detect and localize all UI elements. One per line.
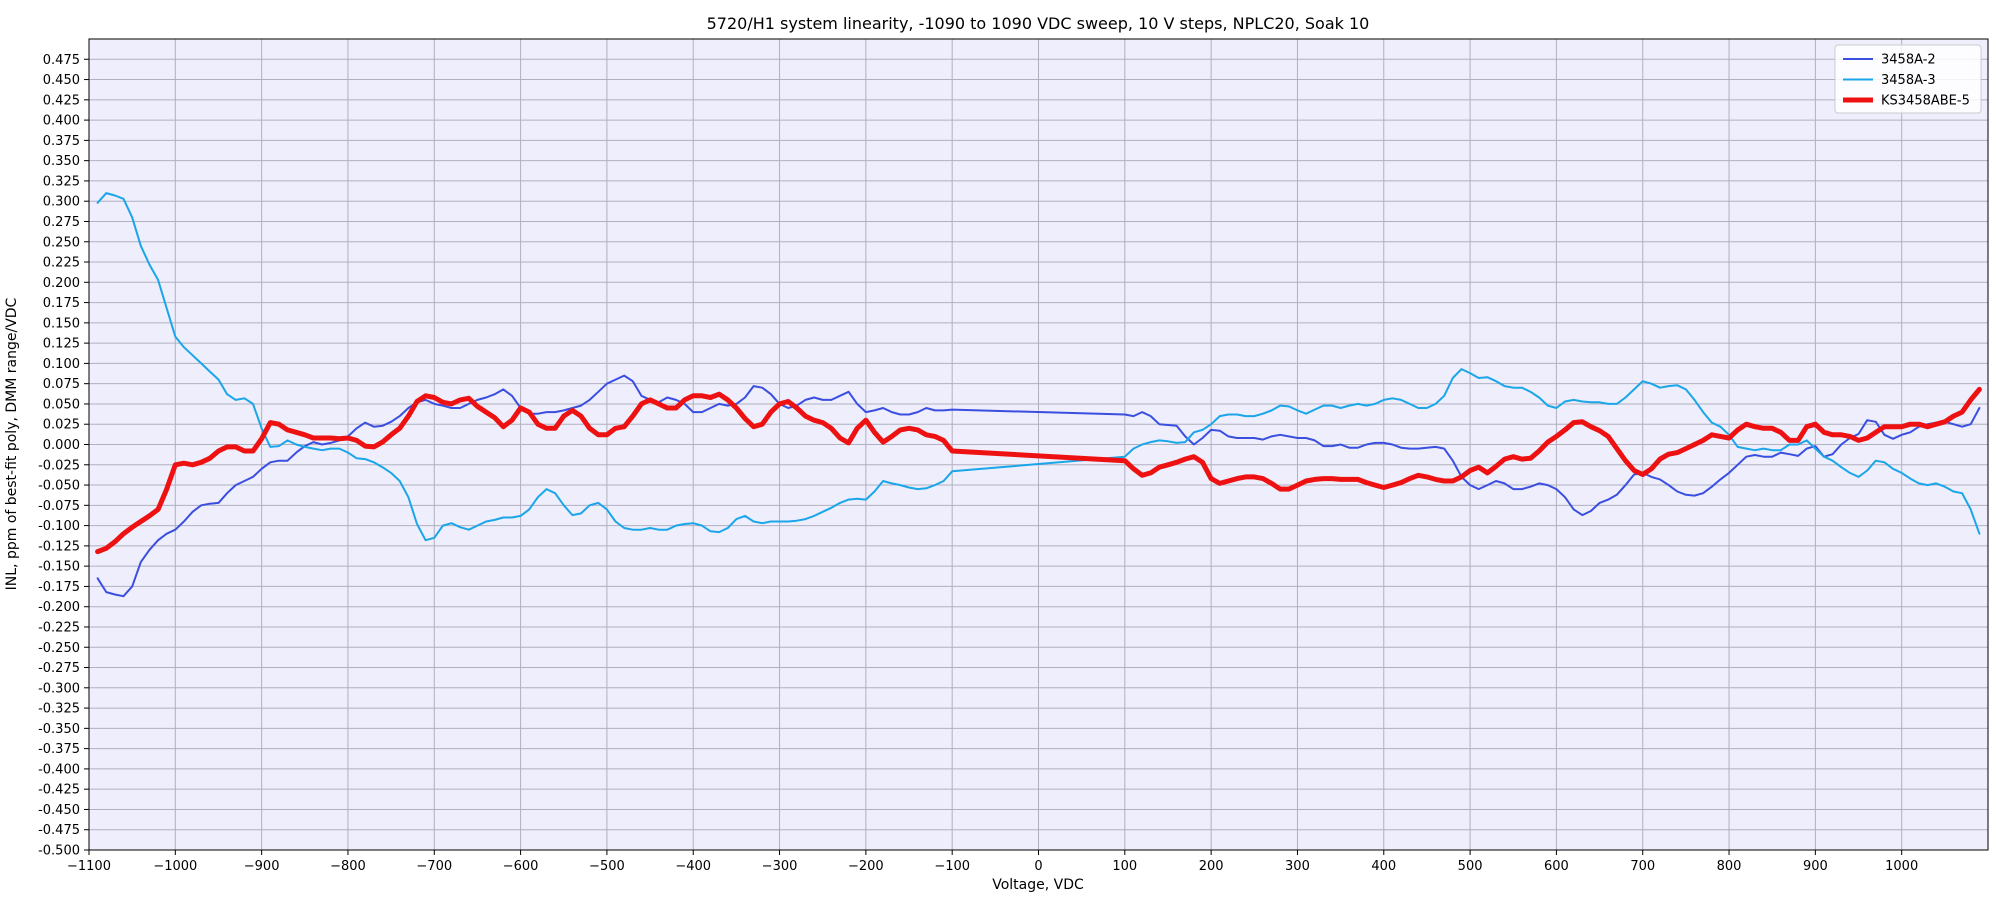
y-tick-label: -0.100 xyxy=(38,519,80,534)
y-tick-label: -0.050 xyxy=(38,479,80,494)
y-tick-label: -0.325 xyxy=(38,702,80,717)
x-tick-label: 1000 xyxy=(1885,859,1918,874)
x-tick-label: 500 xyxy=(1458,859,1483,874)
x-tick-label: −600 xyxy=(503,859,539,874)
x-tick-label: 900 xyxy=(1803,859,1828,874)
legend: 3458A-2 3458A-3 KS3458ABE-5 xyxy=(1834,44,1982,114)
y-tick-label: 0.450 xyxy=(43,73,80,88)
x-tick-label: −400 xyxy=(675,859,711,874)
x-tick-label: 400 xyxy=(1371,859,1396,874)
y-tick-label: 0.250 xyxy=(43,235,80,250)
y-tick-label: 0.375 xyxy=(43,134,80,149)
x-tick-label: 100 xyxy=(1112,859,1137,874)
y-tick-label: -0.250 xyxy=(38,641,80,656)
y-tick-label: 0.100 xyxy=(43,357,80,372)
y-tick-label: -0.175 xyxy=(38,580,80,595)
x-tick-label: −200 xyxy=(848,859,884,874)
x-tick-label: 600 xyxy=(1544,859,1569,874)
chart-title: 5720/H1 system linearity, -1090 to 1090 … xyxy=(707,14,1370,33)
y-axis: -0.500 -0.475 -0.450 -0.425 -0.400 -0.375 -0.3… xyxy=(38,53,89,859)
y-tick-label: -0.300 xyxy=(38,681,80,696)
plot-frame xyxy=(88,38,1989,851)
y-tick-label: 0.150 xyxy=(43,316,80,331)
y-tick-label: -0.425 xyxy=(38,783,80,798)
y-tick-label: 0.475 xyxy=(43,53,80,68)
y-tick-label: -0.500 xyxy=(38,844,80,859)
x-tick-label: −1000 xyxy=(153,859,197,874)
x-tick-label: −300 xyxy=(762,859,798,874)
y-tick-label: -0.150 xyxy=(38,560,80,575)
x-axis-title: Voltage, VDC xyxy=(992,877,1084,893)
y-tick-label: 0.400 xyxy=(43,114,80,129)
series-layer xyxy=(95,192,1982,598)
y-tick-label: -0.275 xyxy=(38,661,80,676)
y-tick-label: 0.125 xyxy=(43,337,80,352)
x-tick-label: 800 xyxy=(1717,859,1742,874)
x-tick-label: 700 xyxy=(1630,859,1655,874)
series-line-3 xyxy=(95,386,1982,555)
x-tick-label: −1100 xyxy=(67,859,111,874)
x-tick-label: −800 xyxy=(330,859,366,874)
y-tick-label: -0.475 xyxy=(38,823,80,838)
series-line-2 xyxy=(96,192,1981,542)
y-tick-label: -0.200 xyxy=(38,600,80,615)
x-tick-label: 0 xyxy=(1034,859,1042,874)
y-tick-label: -0.125 xyxy=(38,539,80,554)
y-tick-label: 0.350 xyxy=(43,154,80,169)
y-tick-label: 0.300 xyxy=(43,195,80,210)
y-tick-label: -0.350 xyxy=(38,722,80,737)
y-tick-label: -0.375 xyxy=(38,742,80,757)
x-axis: −1100 −1000 −900 −800 −700 −600 −500 −400 −300 −2… xyxy=(67,850,1918,874)
legend-label-3: KS3458ABE-5 xyxy=(1881,94,1970,109)
y-axis-title: INL, ppm of best-fit poly, DMM range/VDC xyxy=(4,297,20,590)
y-tick-label: -0.025 xyxy=(38,458,80,473)
y-tick-label: 0.325 xyxy=(43,174,80,189)
legend-label-2: 3458A-3 xyxy=(1881,73,1936,88)
x-tick-label: 200 xyxy=(1199,859,1224,874)
y-tick-label: 0.225 xyxy=(43,256,80,271)
grid-lines xyxy=(88,39,1988,851)
y-tick-label: -0.400 xyxy=(38,762,80,777)
y-tick-label: 0.200 xyxy=(43,276,80,291)
series-line-1 xyxy=(96,374,1981,598)
y-tick-label: 0.050 xyxy=(43,397,80,412)
y-tick-label: 0.025 xyxy=(43,418,80,433)
legend-box xyxy=(1834,44,1982,114)
y-tick-label: 0.425 xyxy=(43,93,80,108)
x-tick-label: −500 xyxy=(589,859,625,874)
x-tick-label: −100 xyxy=(934,859,970,874)
y-tick-label: 0.075 xyxy=(43,377,80,392)
y-tick-label: 0.000 xyxy=(43,438,80,453)
y-tick-label: -0.225 xyxy=(38,620,80,635)
y-tick-label: 0.275 xyxy=(43,215,80,230)
x-tick-label: 300 xyxy=(1285,859,1310,874)
y-tick-label: -0.450 xyxy=(38,803,80,818)
y-tick-label: -0.075 xyxy=(38,499,80,514)
y-tick-label: 0.175 xyxy=(43,296,80,311)
x-tick-label: −900 xyxy=(244,859,280,874)
legend-label-1: 3458A-2 xyxy=(1881,53,1936,68)
x-tick-label: −700 xyxy=(416,859,452,874)
